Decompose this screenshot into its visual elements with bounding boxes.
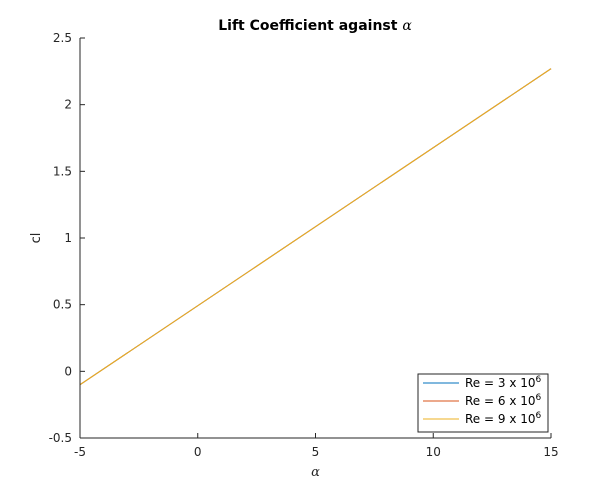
x-axis-label: α xyxy=(311,465,320,480)
legend-label-2: Re = 6 x 106 xyxy=(465,393,542,408)
y-tick-label: -0.5 xyxy=(49,431,72,445)
legend-label-3: Re = 9 x 106 xyxy=(465,411,542,426)
chart-title: Lift Coefficient against α xyxy=(218,18,412,34)
y-tick-label: 0.5 xyxy=(53,298,72,312)
x-tick-label: 0 xyxy=(194,445,202,459)
plot-area xyxy=(80,38,551,438)
ticks-layer: -5 0 5 10 15 -0.5 0 0.5 1 1.5 2 2.5 xyxy=(49,31,559,459)
x-tick-label: 15 xyxy=(543,445,558,459)
series-line-3 xyxy=(79,68,552,386)
x-tick-label: -5 xyxy=(74,445,86,459)
legend: Re = 3 x 106 Re = 6 x 106 Re = 9 x 106 xyxy=(417,373,549,433)
y-axis-label: cl xyxy=(29,233,44,244)
y-tick-label: 2.5 xyxy=(53,31,72,45)
x-tick-label: 5 xyxy=(312,445,320,459)
x-tick-label: 10 xyxy=(426,445,441,459)
legend-box xyxy=(417,373,549,433)
y-tick-label: 1.5 xyxy=(53,164,72,178)
legend-label-1: Re = 3 x 106 xyxy=(465,375,542,390)
y-tick-label: 0 xyxy=(64,364,72,378)
y-tick-label: 2 xyxy=(64,98,72,112)
y-tick-label: 1 xyxy=(64,231,72,245)
series-layer xyxy=(79,68,552,386)
